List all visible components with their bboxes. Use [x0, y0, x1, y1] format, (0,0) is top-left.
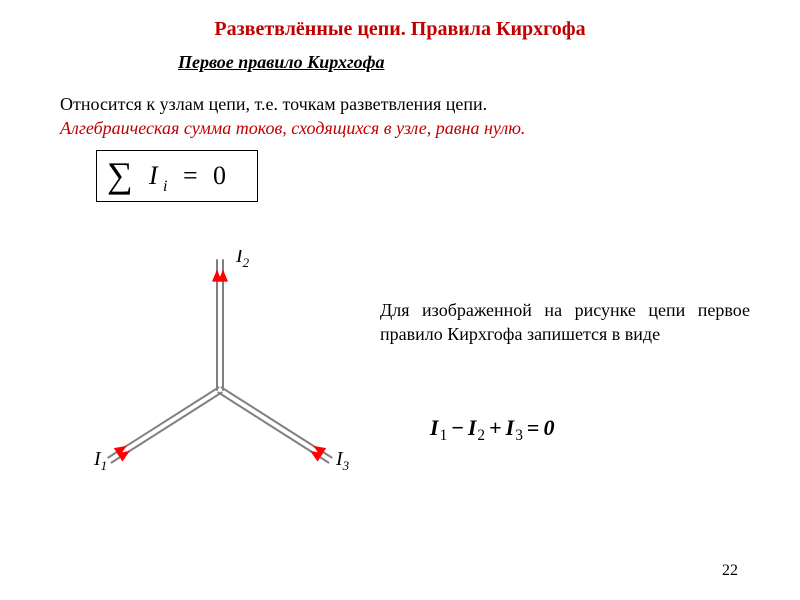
example-paragraph: Для изображенной на рисунке цепи первое …	[380, 298, 750, 347]
sum-formula: ∑ I i = 0	[97, 151, 257, 201]
current-label: I3	[335, 448, 350, 473]
para1-rule: Алгебраическая сумма токов, сходящихся в…	[60, 118, 525, 138]
subtitle: Первое правило Кирхгофа	[178, 52, 384, 73]
example-formula: I1−I2+I3=0	[430, 415, 554, 445]
para1-line1: Относится к узлам цепи, т.е. точкам разв…	[60, 94, 487, 114]
page-number: 22	[722, 562, 738, 580]
formula1-rhs: 0	[213, 161, 226, 190]
formula1-subscript: i	[163, 178, 167, 195]
intro-paragraph: Относится к узлам цепи, т.е. точкам разв…	[60, 92, 740, 141]
sum-formula-box: ∑ I i = 0	[96, 150, 258, 202]
current-label: I2	[235, 250, 250, 270]
current-label: I1	[93, 448, 107, 473]
svg-text:∑: ∑	[107, 155, 133, 195]
formula1-symbol: I	[148, 161, 159, 190]
circuit-diagram: I1 I2 I3	[80, 250, 360, 490]
page-title: Разветвлённые цепи. Правила Кирхгофа	[0, 18, 800, 41]
svg-text:=: =	[183, 161, 198, 190]
